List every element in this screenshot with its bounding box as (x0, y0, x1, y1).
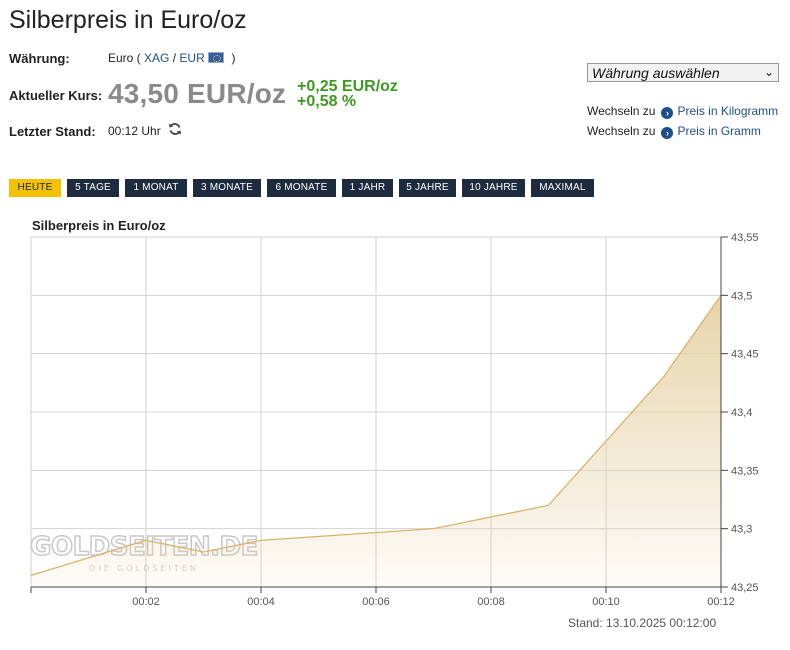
y-tick-label: 43,35 (731, 465, 759, 477)
switch-row-gramm: Wechseln zu › Preis in Gramm (587, 124, 761, 139)
stand-label: Letzter Stand: (9, 124, 96, 139)
footer-stand: Stand: 13.10.2025 00:12:00 (568, 616, 717, 630)
preis-kilogramm-link[interactable]: Preis in Kilogramm (677, 104, 779, 118)
range-tab-6-monate[interactable]: 6 MONATE (267, 179, 336, 197)
stand-time: 00:12 Uhr (108, 124, 161, 138)
chevron-down-icon: ⌄ (763, 65, 774, 79)
x-tick-label: 00:04 (247, 596, 275, 608)
switch-prefix: Wechseln zu (587, 124, 656, 138)
y-tick-label: 43,5 (731, 290, 752, 302)
range-tab-3-monate[interactable]: 3 MONATE (193, 179, 261, 197)
xag-link[interactable]: XAG (144, 51, 170, 65)
range-tab-maximal[interactable]: MAXIMAL (531, 179, 594, 197)
range-tab-heute[interactable]: HEUTE (9, 179, 61, 197)
series-area (31, 295, 721, 587)
refresh-icon[interactable] (168, 122, 182, 136)
page-title: Silberpreis in Euro/oz (9, 6, 247, 34)
y-tick-label: 43,25 (731, 582, 759, 594)
x-tick-label: 00:08 (477, 596, 505, 608)
eur-link[interactable]: EUR (179, 51, 205, 65)
y-tick-label: 43,55 (731, 232, 759, 244)
switch-row-kilogramm: Wechseln zu › Preis in Kilogramm (587, 104, 778, 119)
waehrung-prefix: Euro ( (108, 51, 141, 65)
x-tick-label: 00:10 (592, 596, 620, 608)
chevron-right-icon: › (661, 107, 674, 119)
preis-gramm-link[interactable]: Preis in Gramm (677, 124, 761, 138)
current-price: 43,50 EUR/oz (108, 78, 287, 109)
waehrung-sep: / (172, 51, 177, 65)
series-line (30, 294, 722, 576)
y-tick-label: 43,3 (731, 524, 752, 536)
switch-prefix: Wechseln zu (587, 104, 656, 118)
y-tick-label: 43,45 (731, 349, 759, 361)
range-tab-10-jahre[interactable]: 10 JAHRE (462, 179, 525, 197)
range-tab-5-tage[interactable]: 5 TAGE (67, 179, 119, 197)
currency-select[interactable]: Währung auswählen ⌄ (587, 63, 779, 82)
range-tab-5-jahre[interactable]: 5 JAHRE (399, 179, 456, 197)
x-tick-label: 00:06 (362, 596, 390, 608)
currency-select-value: Währung auswählen (592, 65, 720, 81)
eu-flag-icon (208, 52, 225, 63)
x-tick-label: 00:02 (132, 596, 160, 608)
change-absolute: +0,25 EUR/oz (297, 78, 398, 95)
range-tab-1-jahr[interactable]: 1 JAHR (342, 179, 393, 197)
chart-title: Silberpreis in Euro/oz (32, 218, 166, 233)
change-percent: +0,58 % (297, 93, 357, 110)
x-tick-label: 00:12 (707, 596, 735, 608)
waehrung-label: Währung: (9, 51, 70, 66)
y-tick-label: 43,4 (731, 407, 752, 419)
chevron-right-icon: › (661, 127, 674, 139)
kurs-label: Aktueller Kurs: (9, 88, 103, 103)
waehrung-value: Euro ( XAG / EUR ) (108, 51, 235, 65)
waehrung-suffix: ) (231, 51, 236, 65)
range-tab-1-monat[interactable]: 1 MONAT (125, 179, 187, 197)
